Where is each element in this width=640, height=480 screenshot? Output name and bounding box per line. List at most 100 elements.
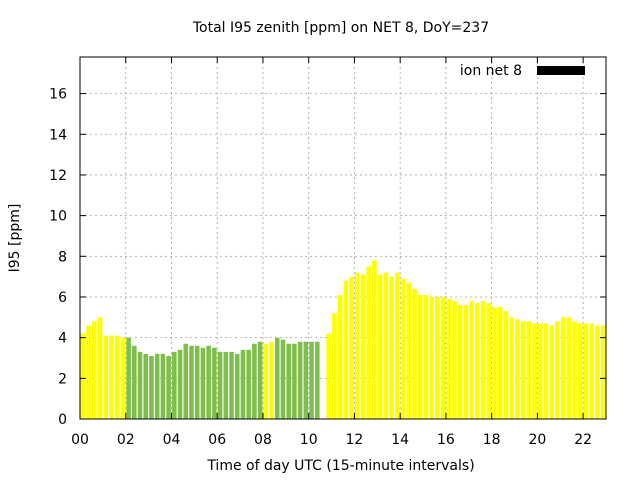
x-tick-label: 02 <box>117 432 135 448</box>
y-tick-label: 10 <box>49 209 67 225</box>
bar <box>194 345 200 419</box>
bar <box>240 349 246 419</box>
bar <box>526 321 532 419</box>
bar <box>480 301 486 419</box>
legend: ion net 8 <box>460 63 585 79</box>
x-tick-label: 14 <box>391 432 409 448</box>
x-tick-label: 18 <box>483 432 501 448</box>
bar <box>303 341 309 419</box>
bar <box>440 296 446 419</box>
bar <box>280 339 286 419</box>
bar <box>515 319 520 419</box>
bar <box>475 303 480 419</box>
bar <box>595 325 600 419</box>
bar <box>349 276 354 419</box>
x-tick-label: 10 <box>300 432 318 448</box>
bar <box>566 317 572 419</box>
x-tick-label: 06 <box>208 432 226 448</box>
bar <box>229 351 234 419</box>
bar <box>114 335 120 419</box>
bar <box>120 337 126 419</box>
bar <box>109 335 114 419</box>
bar <box>269 341 274 419</box>
bar <box>183 343 189 419</box>
bar <box>549 325 554 419</box>
bar <box>314 341 320 419</box>
y-tick-label: 6 <box>58 290 67 306</box>
y-tick-label: 2 <box>58 371 67 387</box>
bar <box>360 274 366 419</box>
bar <box>217 351 223 419</box>
bar <box>206 345 211 419</box>
bar <box>160 353 166 419</box>
x-tick-label: 20 <box>528 432 546 448</box>
bar <box>400 278 406 419</box>
y-tick-label: 12 <box>49 168 67 184</box>
bar <box>309 341 314 419</box>
bar <box>395 272 400 419</box>
bar <box>126 337 131 419</box>
bar <box>263 343 269 419</box>
x-tick-label: 08 <box>254 432 272 448</box>
bar <box>589 323 594 419</box>
bar <box>257 341 263 419</box>
bar <box>97 317 103 419</box>
bar <box>520 321 526 419</box>
bar <box>292 343 297 419</box>
bar <box>372 260 377 419</box>
y-axis-label: I95 [ppm] <box>7 204 23 273</box>
bar <box>326 333 331 419</box>
bar <box>246 349 251 419</box>
bar <box>166 355 171 419</box>
chart-title: Total I95 zenith [ppm] on NET 8, DoY=237 <box>192 20 489 36</box>
bar <box>332 313 337 419</box>
y-tick-label: 16 <box>49 87 67 103</box>
bar <box>86 325 91 419</box>
bar <box>486 303 492 419</box>
bar <box>583 323 589 419</box>
bar <box>389 276 394 419</box>
bar <box>532 323 537 419</box>
grid <box>80 57 606 419</box>
bar <box>92 321 97 419</box>
bar <box>143 353 149 419</box>
bar <box>355 272 360 419</box>
bar <box>337 294 343 419</box>
bar <box>452 301 457 419</box>
y-tick-label: 8 <box>58 249 67 265</box>
bar <box>383 272 389 419</box>
bar <box>149 355 154 419</box>
bar <box>423 294 429 419</box>
y-tick-label: 0 <box>58 412 67 428</box>
bar <box>286 343 291 419</box>
bar <box>469 301 474 419</box>
bar <box>154 353 160 419</box>
x-tick-label: 04 <box>163 432 181 448</box>
bar <box>234 353 240 419</box>
bar <box>343 280 349 419</box>
legend-swatch <box>537 66 585 75</box>
legend-label: ion net 8 <box>460 63 522 79</box>
bar <box>297 341 303 419</box>
bar <box>412 288 417 419</box>
plot-frame <box>79 56 607 420</box>
bar <box>172 351 177 419</box>
bar <box>177 349 183 419</box>
bar <box>497 307 503 419</box>
bar <box>600 325 606 419</box>
bar <box>463 305 469 419</box>
bar <box>543 323 549 419</box>
bar <box>252 343 257 419</box>
x-tick-label: 00 <box>71 432 89 448</box>
bar <box>103 335 109 419</box>
bar <box>509 317 514 419</box>
bar <box>572 321 577 419</box>
bar <box>457 305 463 419</box>
bar <box>200 347 206 419</box>
y-tick-label: 4 <box>58 331 67 347</box>
x-tick-label: 12 <box>346 432 364 448</box>
bar <box>80 333 86 419</box>
bar <box>377 274 383 419</box>
bar <box>137 351 143 419</box>
